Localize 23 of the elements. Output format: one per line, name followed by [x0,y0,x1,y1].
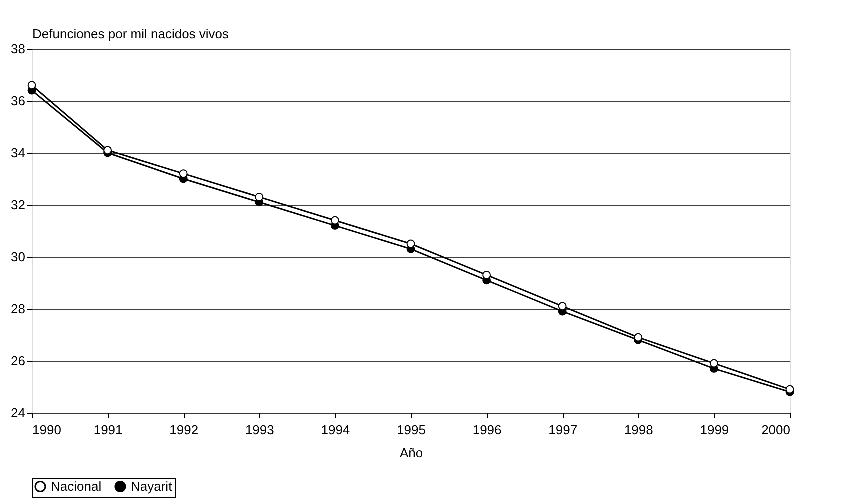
x-axis-title: Año [400,446,424,460]
y-tick-label: 32 [11,198,26,212]
x-tick-label: 1993 [245,422,274,438]
x-tick-label: 1995 [397,422,426,438]
x-tick-label: 1992 [170,422,199,438]
y-tick-label: 38 [11,42,26,56]
x-tick-label: 1994 [321,422,350,438]
legend-label: Nayarit [131,478,173,494]
y-tick-label: 30 [11,250,26,264]
y-axis-title: Defunciones por mil nacidos vivos [32,26,230,42]
x-tick-label: 1997 [548,422,578,438]
x-tick-label: 2000 [762,422,790,438]
y-tick-label: 34 [11,146,26,160]
y-tick-label: 28 [11,302,26,316]
x-tick-label: 1991 [94,422,123,438]
x-tick-label: 1996 [472,422,502,438]
x-tick-label: 1990 [32,422,62,438]
legend-label: Nacional [51,478,102,494]
y-tick-label: 36 [11,94,26,108]
y-tick-label: 24 [11,406,26,420]
x-tick-label: 1999 [700,422,730,438]
y-tick-label: 26 [11,354,26,368]
x-tick-label: 1998 [624,422,654,438]
